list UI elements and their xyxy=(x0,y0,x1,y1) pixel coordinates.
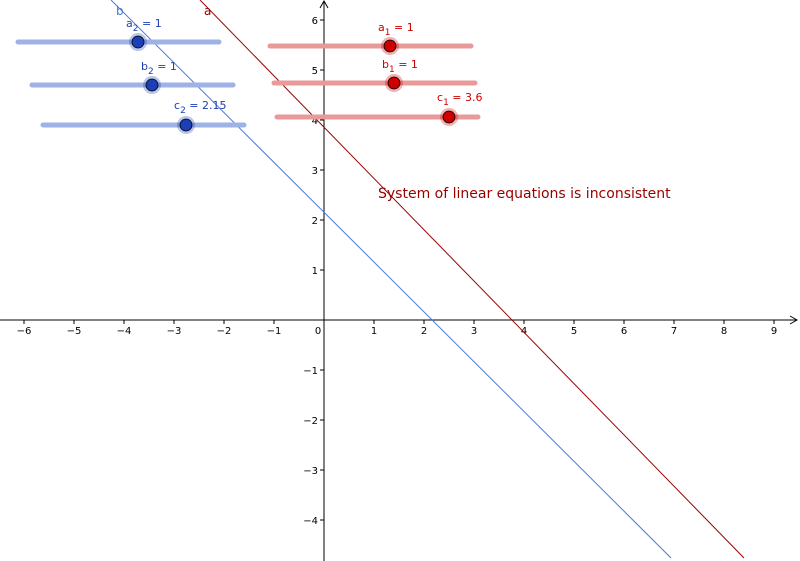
y-axis-arrow-icon xyxy=(319,0,329,9)
line-b[interactable] xyxy=(110,0,672,559)
y-tick-label: 6 xyxy=(312,16,318,27)
x-tick-label: 8 xyxy=(721,326,727,337)
slider-subscript: 2 xyxy=(180,106,186,116)
slider-subscript: 1 xyxy=(389,65,395,75)
x-tick-label: −6 xyxy=(17,326,32,337)
status-text: System of linear equations is inconsiste… xyxy=(378,186,671,202)
slider-subscript: 1 xyxy=(443,98,449,108)
y-tick-label: 5 xyxy=(312,66,318,77)
slider-subscript: 1 xyxy=(385,28,391,38)
x-tick-label: 7 xyxy=(671,326,677,337)
x-tick-label: −1 xyxy=(267,326,282,337)
x-tick-label: 9 xyxy=(771,326,777,337)
slider-caption: c2 = 2.15 xyxy=(174,99,227,116)
slider-caption: a2 = 1 xyxy=(126,17,162,34)
x-tick-label: −3 xyxy=(167,326,182,337)
line-a-label: a xyxy=(204,4,211,18)
slider-value: = 1 xyxy=(395,58,418,71)
slider-value: = 2.15 xyxy=(186,99,227,112)
y-tick-label: 2 xyxy=(312,216,318,227)
y-tick-label: 3 xyxy=(312,166,318,177)
slider-name: c xyxy=(437,91,443,104)
y-tick-label: −1 xyxy=(303,366,318,377)
slider-handle[interactable] xyxy=(145,78,159,92)
slider-name: c xyxy=(174,99,180,112)
slider-c2[interactable]: c2 = 2.15 xyxy=(40,99,247,134)
slider-value: = 3.6 xyxy=(449,91,483,104)
slider-value: = 1 xyxy=(154,60,177,73)
slider-handle[interactable] xyxy=(442,110,456,124)
x-tick-label: 0 xyxy=(315,326,321,337)
x-tick-label: 1 xyxy=(371,326,377,337)
slider-subscript: 2 xyxy=(148,67,154,77)
line-a[interactable] xyxy=(199,0,745,559)
x-tick-label: −4 xyxy=(117,326,132,337)
x-tick-label: 5 xyxy=(571,326,577,337)
x-tick-label: 3 xyxy=(471,326,477,337)
slider-name: b xyxy=(141,60,148,73)
slider-a2[interactable]: a2 = 1 xyxy=(15,17,222,51)
y-tick-label: 1 xyxy=(312,266,318,277)
y-axis-ticks: −4 −3 −2 −1 1 2 3 4 5 6 xyxy=(303,16,324,527)
slider-b2[interactable]: b2 = 1 xyxy=(29,60,236,94)
slider-handle[interactable] xyxy=(131,35,145,49)
y-tick-label: −4 xyxy=(303,516,318,527)
slider-value: = 1 xyxy=(138,17,161,30)
x-tick-label: −5 xyxy=(67,326,82,337)
y-tick-label: 4 xyxy=(312,116,318,127)
x-axis-arrow-icon xyxy=(789,315,799,325)
y-tick-label: −2 xyxy=(303,416,318,427)
x-tick-label: −2 xyxy=(217,326,232,337)
slider-name: b xyxy=(382,58,389,71)
slider-caption: b1 = 1 xyxy=(382,58,418,75)
slider-c1[interactable]: c1 = 3.6 xyxy=(274,91,483,126)
slider-name: a xyxy=(378,21,385,34)
x-tick-label: 4 xyxy=(521,326,527,337)
slider-handle[interactable] xyxy=(179,118,193,132)
slider-caption: c1 = 3.6 xyxy=(437,91,483,108)
slider-handle[interactable] xyxy=(387,76,401,90)
slider-caption: b2 = 1 xyxy=(141,60,177,77)
slider-caption: a1 = 1 xyxy=(378,21,414,38)
slider-a1[interactable]: a1 = 1 xyxy=(267,21,474,55)
slider-name: a xyxy=(126,17,133,30)
x-tick-label: 2 xyxy=(421,326,427,337)
slider-subscript: 2 xyxy=(133,24,139,34)
slider-b1[interactable]: b1 = 1 xyxy=(271,58,478,92)
x-tick-label: 6 xyxy=(621,326,627,337)
line-b-label: b xyxy=(116,4,124,18)
x-axis-ticks: −6 −5 −4 −3 −2 −1 0 1 2 3 4 5 6 7 8 9 xyxy=(17,320,777,337)
slider-value: = 1 xyxy=(390,21,413,34)
y-tick-label: −3 xyxy=(303,466,318,477)
slider-handle[interactable] xyxy=(383,39,397,53)
